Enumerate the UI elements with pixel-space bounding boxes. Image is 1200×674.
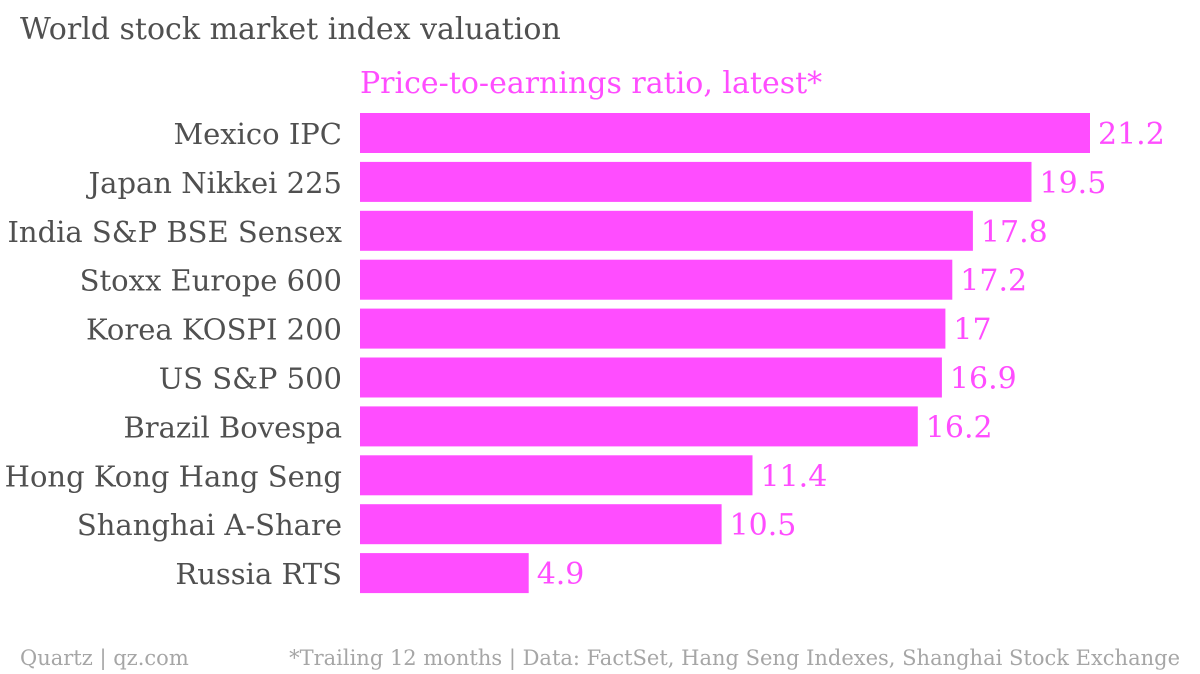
bar bbox=[360, 113, 1090, 153]
category-label: Shanghai A-Share bbox=[77, 508, 342, 542]
value-label: 17.2 bbox=[960, 264, 1027, 299]
category-label: Russia RTS bbox=[175, 557, 342, 591]
footer-source: *Trailing 12 months | Data: FactSet, Han… bbox=[289, 646, 1180, 670]
bar bbox=[360, 308, 946, 349]
bar bbox=[360, 553, 529, 594]
value-label: 11.4 bbox=[761, 459, 828, 494]
value-label: 16.9 bbox=[950, 362, 1017, 397]
bar bbox=[360, 504, 722, 545]
category-label: Korea KOSPI 200 bbox=[86, 313, 342, 347]
value-label: 16.2 bbox=[926, 410, 993, 445]
value-label: 4.9 bbox=[537, 557, 585, 592]
category-label: US S&P 500 bbox=[159, 362, 342, 396]
bar bbox=[360, 161, 1032, 202]
category-label: Brazil Bovespa bbox=[123, 410, 342, 444]
bar bbox=[360, 406, 918, 447]
category-label: Stoxx Europe 600 bbox=[80, 264, 342, 298]
bar bbox=[360, 259, 953, 300]
bar bbox=[360, 210, 973, 251]
series-label: Price-to-earnings ratio, latest* bbox=[360, 66, 822, 101]
value-label: 17.8 bbox=[981, 215, 1048, 250]
value-label: 10.5 bbox=[730, 508, 797, 543]
footer-credit: Quartz | qz.com bbox=[20, 646, 189, 670]
category-label: India S&P BSE Sensex bbox=[7, 215, 342, 249]
bar bbox=[360, 357, 942, 398]
bar bbox=[360, 455, 753, 496]
value-label: 21.2 bbox=[1098, 117, 1165, 152]
category-label: Hong Kong Hang Seng bbox=[5, 459, 342, 493]
category-label: Japan Nikkei 225 bbox=[86, 166, 342, 200]
value-label: 19.5 bbox=[1040, 166, 1107, 201]
category-label: Mexico IPC bbox=[173, 117, 342, 151]
value-label: 17 bbox=[953, 313, 991, 348]
chart-title: World stock market index valuation bbox=[20, 12, 561, 47]
